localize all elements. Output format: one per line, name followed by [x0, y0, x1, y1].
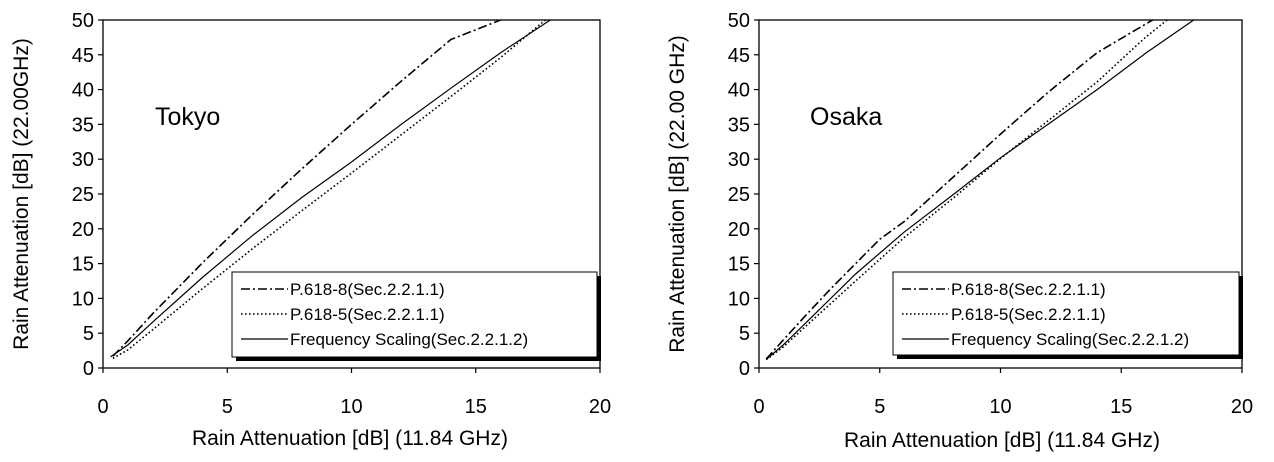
y-tick-label: 30	[728, 149, 750, 171]
legend: P.618-8(Sec.2.2.1.1) P.618-5(Sec.2.2.1.1)…	[231, 271, 601, 361]
x-tick-label: 20	[589, 396, 611, 418]
series-line-solid	[765, 20, 1195, 361]
y-tick-label: 50	[72, 10, 94, 32]
legend: P.618-8(Sec.2.2.1.1) P.618-5(Sec.2.2.1.1)…	[892, 271, 1243, 359]
y-tick-label: 30	[72, 149, 94, 171]
y-tick-label: 45	[728, 45, 750, 67]
y-tick-label: 35	[728, 114, 750, 136]
x-tick-label: 15	[465, 396, 487, 418]
legend-box	[231, 271, 598, 358]
legend-label: P.618-8(Sec.2.2.1.1)	[290, 280, 445, 299]
city-annotation: Tokyo	[155, 103, 220, 131]
y-tick-label: 20	[72, 219, 94, 241]
x-tick-label: 5	[874, 396, 885, 418]
legend-label: Frequency Scaling(Sec.2.2.1.2)	[951, 330, 1189, 349]
y-tick-label: 10	[728, 288, 750, 310]
y-tick-label: 5	[739, 323, 750, 345]
x-tick-label: 0	[97, 396, 108, 418]
y-axis-title: Rain Attenuation [dB] (22.00GHz)	[10, 38, 33, 350]
series-line-dash-dot	[112, 20, 501, 357]
x-tick-label: 10	[340, 396, 362, 418]
y-tick-label: 0	[739, 358, 750, 380]
x-tick-label: 15	[1110, 396, 1132, 418]
legend-label: P.618-5(Sec.2.2.1.1)	[290, 305, 445, 324]
chart-panel-tokyo: 0 5 10 15 20 25 30 35 40 45 50 0 5 10 15 20 Rain Attenua…	[10, 10, 611, 450]
legend-box	[892, 271, 1240, 356]
city-annotation: Osaka	[810, 103, 882, 131]
x-tick-label: 5	[222, 396, 233, 418]
y-tick-label: 50	[728, 10, 750, 32]
y-tick-label: 15	[728, 254, 750, 276]
y-tick-label: 15	[72, 254, 94, 276]
x-tick-label: 0	[753, 396, 764, 418]
y-tick-label: 40	[728, 80, 750, 102]
x-axis-title: Rain Attenuation [dB] (11.84 GHz)	[192, 427, 508, 450]
y-axis-title: Rain Attenuation [dB] (22.00 GHz)	[666, 35, 689, 353]
x-tick-label: 10	[989, 396, 1011, 418]
chart-panel-osaka: 0 5 10 15 20 25 30 35 40 45 50 0 5 10 15 20 Rain Attenua…	[666, 10, 1253, 452]
y-tick-label: 45	[72, 45, 94, 67]
y-tick-label: 10	[72, 288, 94, 310]
y-tick-label: 20	[728, 219, 750, 241]
y-tick-label: 5	[83, 323, 94, 345]
series-line-dash-dot	[765, 20, 1154, 360]
x-tick-label: 20	[1231, 396, 1253, 418]
legend-label: P.618-5(Sec.2.2.1.1)	[951, 305, 1106, 324]
series-line-dotted	[112, 20, 546, 359]
legend-label: P.618-8(Sec.2.2.1.1)	[951, 280, 1106, 299]
y-tick-label: 25	[728, 184, 750, 206]
legend-label: Frequency Scaling(Sec.2.2.1.2)	[290, 330, 528, 349]
y-tick-label: 40	[72, 80, 94, 102]
series-line-solid	[110, 20, 551, 358]
y-tick-label: 25	[72, 184, 94, 206]
x-axis-title: Rain Attenuation [dB] (11.84 GHz)	[844, 429, 1160, 452]
y-tick-label: 0	[83, 358, 94, 380]
y-tick-label: 35	[72, 114, 94, 136]
